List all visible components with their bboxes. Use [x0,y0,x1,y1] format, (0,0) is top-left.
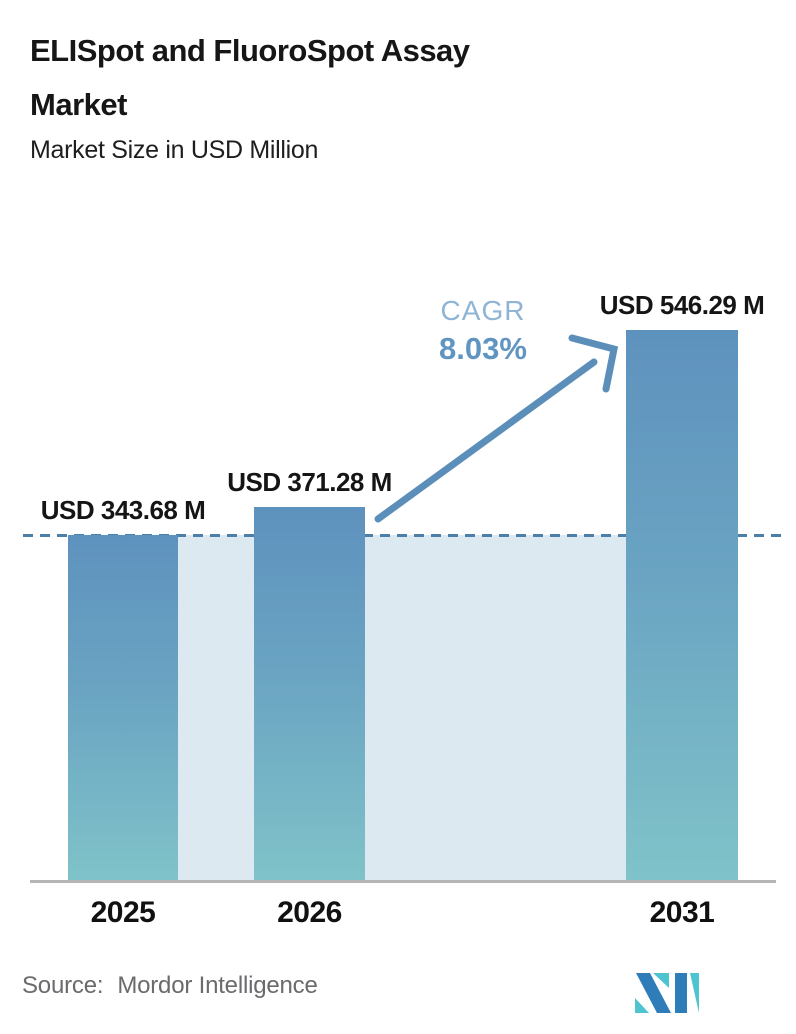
cagr-value: 8.03% [439,331,527,366]
bar-group-2026: USD 371.28 M 2026 [227,467,392,929]
cagr-annotation: CAGR 8.03% [398,295,568,367]
page-title: ELISpot and FluoroSpot Assay Market [30,24,590,132]
x-tick-2026: 2026 [277,896,342,929]
x-axis-line [30,880,776,883]
bar-group-2025: USD 343.68 M 2025 [41,495,206,929]
title-line-1: ELISpot and FluoroSpot Assay [30,33,470,68]
bar-value-label-2026: USD 371.28 M [227,467,392,497]
bar-group-2031: USD 546.29 M 2031 [600,290,765,929]
x-tick-2025: 2025 [90,896,156,929]
source-text: Mordor Intelligence [117,972,318,999]
cagr-label: CAGR [440,295,526,326]
source-label: Source: [22,972,104,999]
bar-2025 [68,535,178,882]
bar-value-label-2031: USD 546.29 M [599,290,765,320]
title-line-2: Market [30,87,127,122]
x-tick-2031: 2031 [649,896,715,929]
bar-value-label-2025: USD 343.68 M [40,495,206,525]
bar-2031 [626,330,738,882]
source-line: Source: Mordor Intelligence [22,972,318,1000]
mordor-intelligence-logo-icon [635,973,699,1013]
baseline-dashed-line [23,534,788,537]
chart-subtitle: Market Size in USD Million [30,136,319,164]
bar-2026 [254,507,365,882]
